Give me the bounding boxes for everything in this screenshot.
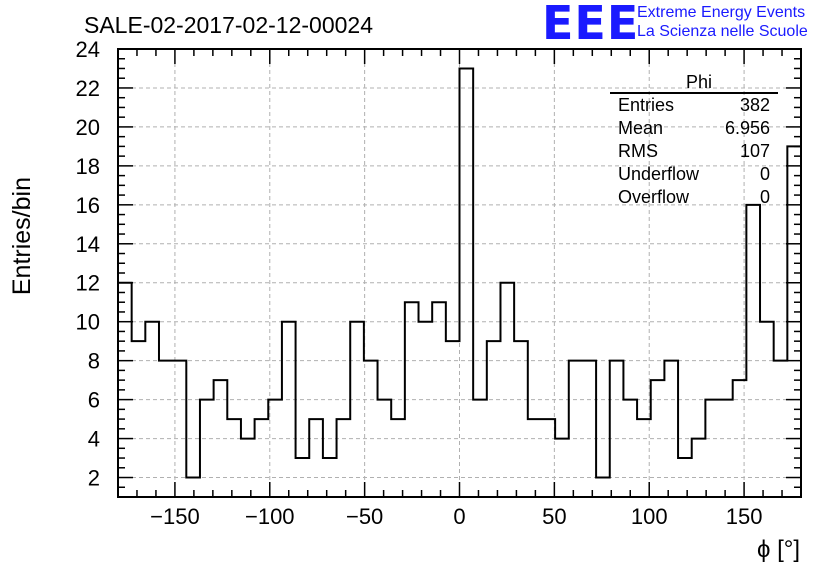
stats-label: Entries [618,95,675,115]
stats-value: 382 [739,95,770,115]
histogram-step-line [118,67,801,479]
y-tick-label: 8 [88,349,100,374]
y-tick-label: 10 [76,310,100,335]
y-tick-label: 14 [76,232,100,257]
y-tick-label: 22 [76,76,100,101]
stats-row: Entries 382 [610,94,778,117]
stats-title: Phi [610,72,778,94]
y-tick-label: 18 [76,154,100,179]
y-tick-label: 4 [88,427,100,452]
x-tick-label: 0 [453,504,465,529]
stats-value: 0 [759,164,770,184]
stats-row: Underflow 0 [610,163,778,186]
logo-caption: Extreme Energy Events La Scienza nelle S… [637,3,808,41]
y-tick-label: 24 [76,37,100,62]
x-axis-label: ϕ [°] [757,536,800,563]
logo-line-1: Extreme Energy Events [637,4,806,21]
x-tick-label: −150 [150,504,200,529]
stats-value: 6.956 [724,118,770,138]
y-axis-label: Entries/bin [8,177,36,295]
x-tick-label: 50 [542,504,566,529]
histogram-line [118,67,801,479]
y-tick-label: 12 [76,271,100,296]
y-tick-label: 2 [88,466,100,491]
y-tick-label: 20 [76,115,100,140]
stats-label: Underflow [618,164,700,184]
stats-label: Mean [618,118,664,138]
stats-row: Overflow 0 [610,186,778,209]
eee-logo: EEE [542,0,640,50]
axis-ticks [117,48,802,498]
stats-value: 0 [759,187,770,207]
stats-row: Mean 6.956 [610,117,778,140]
x-tick-label: −100 [245,504,295,529]
x-tick-label: 150 [726,504,763,529]
stats-box: Phi Entries 382 Mean 6.956 RMS 107 Under… [610,72,778,209]
stats-row: RMS 107 [610,140,778,163]
stats-label: RMS [618,141,658,161]
x-tick-label: 100 [631,504,668,529]
y-tick-label: 6 [88,388,100,413]
chart-title: SALE-02-2017-02-12-00024 [84,12,373,38]
stats-value: 107 [739,141,770,161]
logo-line-2: La Scienza nelle Scuole [637,23,808,40]
stats-label: Overflow [618,187,690,207]
x-tick-label: −50 [346,504,383,529]
y-tick-label: 16 [76,193,100,218]
